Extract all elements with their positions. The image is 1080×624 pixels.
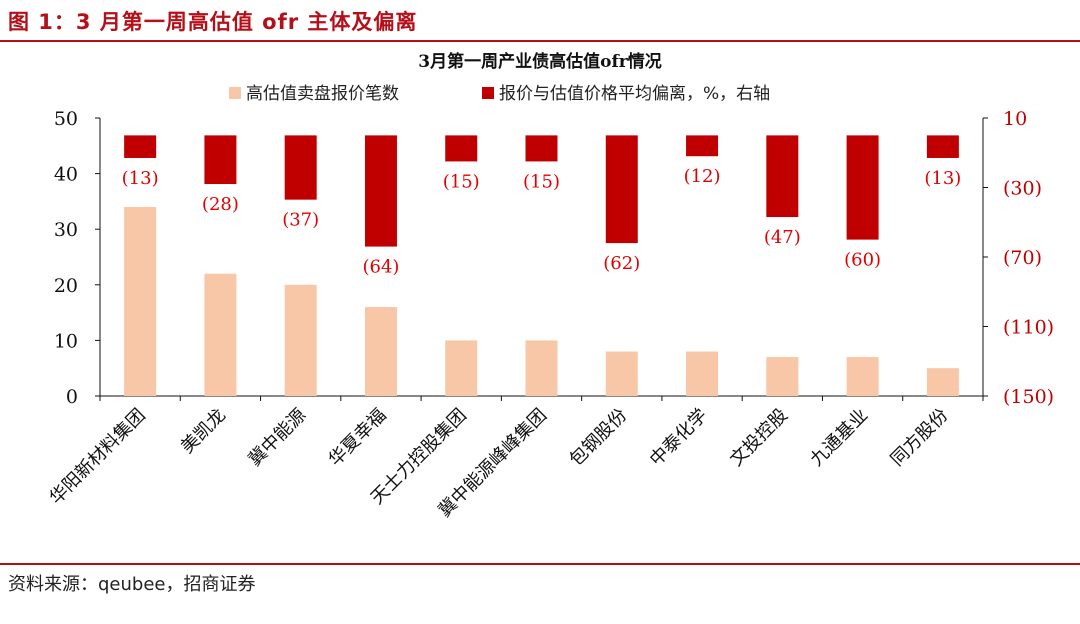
category-label: 文投控股 (726, 405, 792, 471)
count-bar (124, 206, 157, 396)
category-label: 冀中能源 (244, 405, 310, 471)
deviation-bar (364, 135, 397, 247)
right-axis-ticks: 10 (30) (70) (110) (150) (983, 108, 1054, 408)
right-tick-label: (70) (1003, 247, 1042, 269)
deviation-data-label: (12) (684, 166, 721, 187)
category-label: 华阳新材料集团 (46, 405, 150, 509)
legend-label-count: 高估值卖盘报价笔数 (246, 84, 399, 104)
count-bar (686, 351, 719, 396)
deviation-data-labels: (13) (28) (37) (64) (15) (15) (62) (12) (47) (60)… (122, 166, 962, 277)
category-label: 华夏幸福 (325, 405, 391, 471)
deviation-bar (124, 135, 157, 158)
left-tick-label: 0 (66, 386, 78, 408)
count-bar (445, 340, 478, 396)
left-tick-label: 20 (54, 275, 78, 297)
deviation-data-label: (13) (122, 168, 159, 189)
deviation-data-label: (15) (443, 171, 480, 192)
count-bar (926, 368, 959, 396)
count-bar (766, 357, 799, 396)
deviation-bar (204, 135, 237, 185)
left-axis-ticks: 0 10 20 30 40 50 (54, 108, 100, 408)
category-label: 美凯龙 (177, 405, 230, 458)
deviation-data-label: (62) (603, 253, 640, 274)
source-note: 资料来源：qeubee，招商证券 (8, 574, 256, 595)
count-bar (204, 273, 237, 396)
deviation-bar (686, 135, 719, 157)
deviation-bar (846, 135, 879, 240)
deviation-data-label: (37) (282, 210, 319, 231)
count-bars (124, 206, 959, 396)
count-bar (364, 307, 397, 396)
chart-title: 3月第一周产业债高估值ofr情况 (418, 51, 661, 72)
deviation-bar (766, 135, 799, 218)
deviation-data-label: (60) (844, 250, 881, 271)
deviation-bar (525, 135, 558, 162)
deviation-data-label: (13) (924, 168, 961, 189)
category-label: 九通基业 (806, 405, 872, 471)
category-label: 中泰化学 (646, 405, 712, 471)
count-bar (525, 340, 558, 396)
count-bar (846, 357, 879, 396)
legend-label-deviation: 报价与估值价格平均偏离，%，右轴 (499, 84, 770, 104)
count-bar (284, 284, 317, 396)
deviation-bar (284, 135, 317, 200)
count-bar (605, 351, 638, 396)
category-label: 包钢股份 (566, 405, 632, 471)
left-tick-label: 40 (54, 164, 78, 186)
right-tick-label: (110) (1003, 317, 1054, 339)
left-tick-label: 30 (54, 219, 78, 241)
left-tick-label: 10 (54, 330, 78, 352)
right-tick-label: (30) (1003, 178, 1042, 200)
right-tick-label: (150) (1003, 386, 1054, 408)
deviation-bar (445, 135, 478, 162)
legend: 高估值卖盘报价笔数 报价与估值价格平均偏离，%，右轴 (229, 84, 770, 104)
deviation-data-label: (64) (362, 257, 399, 278)
top-divider (0, 40, 1080, 42)
legend-swatch-deviation (482, 87, 494, 99)
right-tick-label: 10 (1003, 108, 1027, 130)
deviation-data-label: (47) (764, 227, 801, 248)
category-label: 同方股份 (887, 405, 953, 471)
deviation-bar (926, 135, 959, 158)
left-tick-label: 50 (54, 108, 78, 130)
deviation-bar (605, 135, 638, 244)
bottom-divider (0, 563, 1080, 565)
deviation-data-label: (15) (523, 171, 560, 192)
deviation-bars (124, 135, 959, 247)
figure-title: 图 1：3 月第一周高估值 ofr 主体及偏离 (8, 10, 418, 34)
deviation-data-label: (28) (202, 194, 239, 215)
legend-swatch-count (229, 87, 241, 99)
combo-bar-chart: 3月第一周产业债高估值ofr情况 高估值卖盘报价笔数 报价与估值价格平均偏离，%… (46, 51, 1054, 522)
